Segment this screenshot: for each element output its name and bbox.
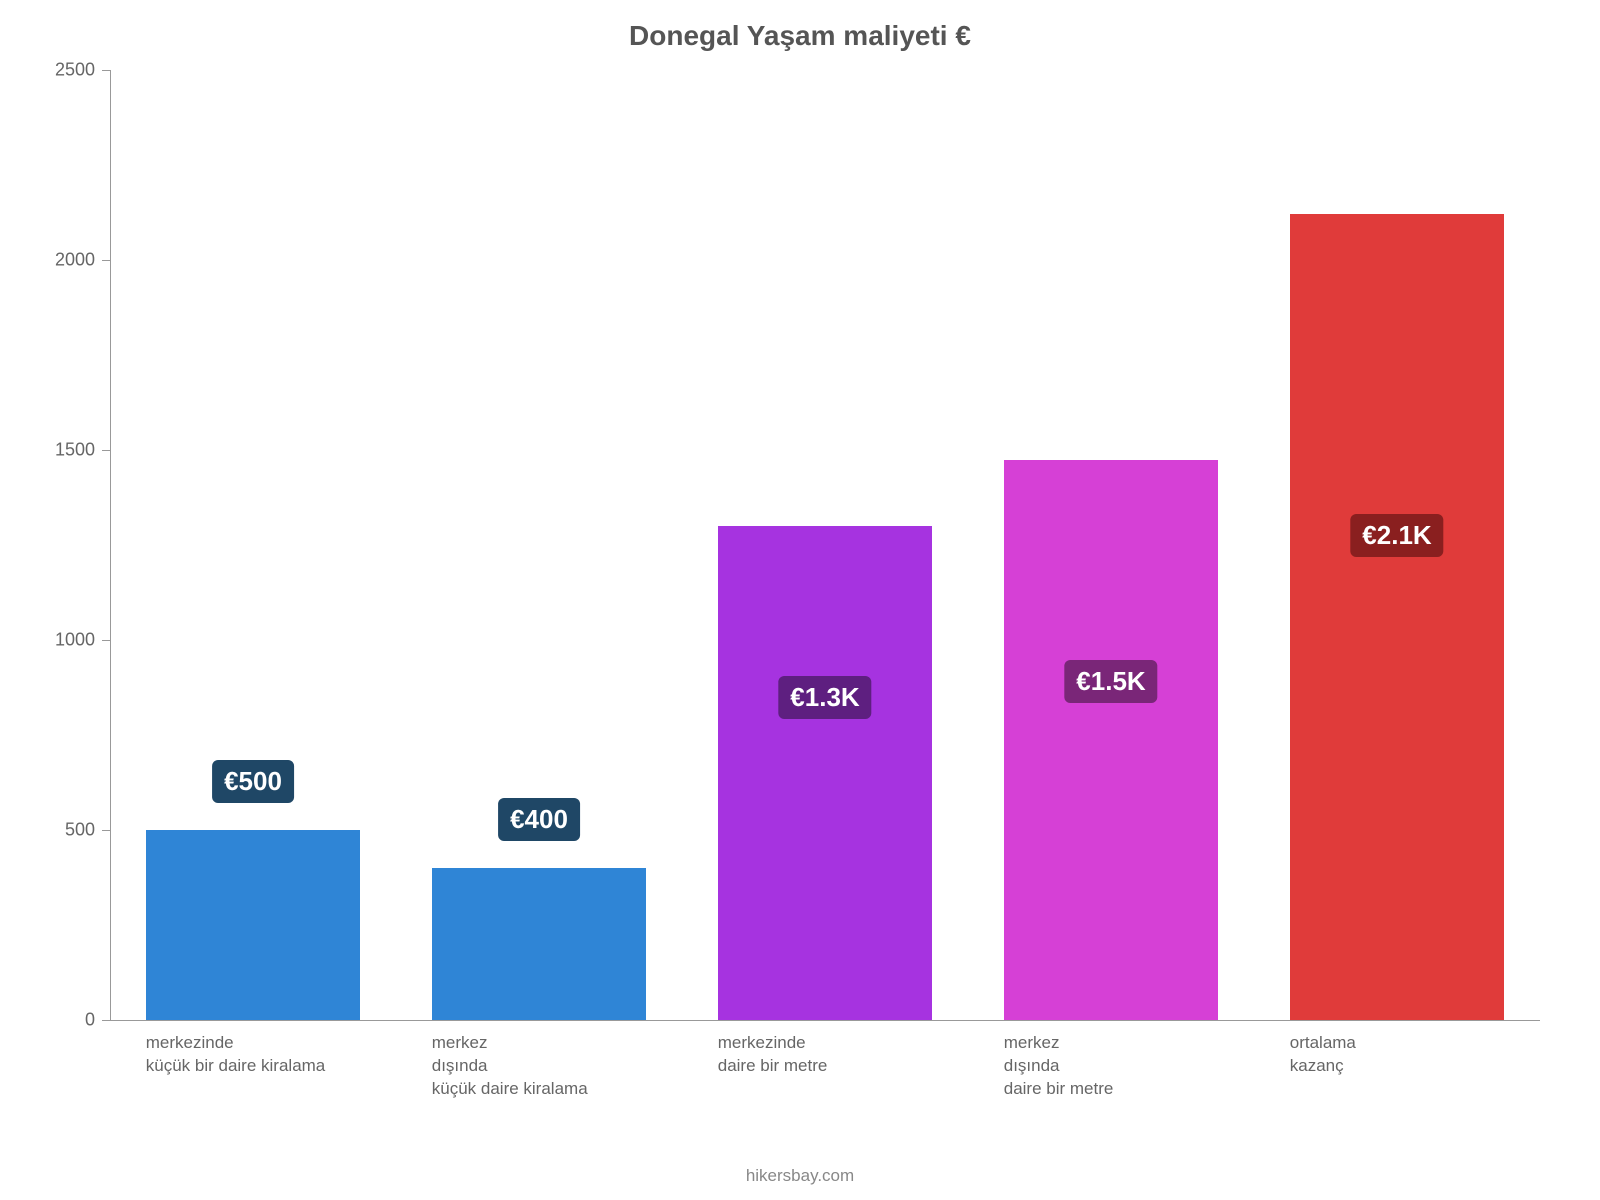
bar bbox=[432, 868, 647, 1020]
bar bbox=[146, 830, 361, 1020]
x-axis-line bbox=[110, 1020, 1540, 1021]
bar-value-badge: €2.1K bbox=[1350, 514, 1443, 557]
x-axis-label: merkezinde daire bir metre bbox=[718, 1032, 828, 1078]
x-axis-label: ortalama kazanç bbox=[1290, 1032, 1356, 1078]
bar-value-badge: €1.5K bbox=[1064, 660, 1157, 703]
chart-title: Donegal Yaşam maliyeti € bbox=[0, 20, 1600, 52]
y-tick-mark bbox=[102, 830, 110, 831]
x-axis-label: merkezinde küçük bir daire kiralama bbox=[146, 1032, 326, 1078]
y-tick-label: 2000 bbox=[35, 250, 95, 271]
bar bbox=[1004, 460, 1219, 1021]
chart-plot-area: 05001000150020002500€500merkezinde küçük… bbox=[110, 70, 1540, 1020]
y-tick-mark bbox=[102, 1020, 110, 1021]
bar-value-badge: €1.3K bbox=[778, 676, 871, 719]
y-tick-mark bbox=[102, 260, 110, 261]
y-tick-mark bbox=[102, 640, 110, 641]
y-axis-line bbox=[110, 70, 111, 1020]
x-axis-label: merkez dışında küçük daire kiralama bbox=[432, 1032, 588, 1101]
y-tick-label: 500 bbox=[35, 820, 95, 841]
x-axis-label: merkez dışında daire bir metre bbox=[1004, 1032, 1114, 1101]
chart-stage: Donegal Yaşam maliyeti € 050010001500200… bbox=[0, 0, 1600, 1200]
bar bbox=[1290, 214, 1505, 1020]
bar-value-badge: €500 bbox=[212, 760, 294, 803]
y-tick-label: 2500 bbox=[35, 60, 95, 81]
bar-value-badge: €400 bbox=[498, 798, 580, 841]
y-tick-label: 0 bbox=[35, 1010, 95, 1031]
y-tick-label: 1000 bbox=[35, 630, 95, 651]
chart-attribution: hikersbay.com bbox=[0, 1166, 1600, 1186]
y-tick-mark bbox=[102, 70, 110, 71]
bar bbox=[718, 526, 933, 1020]
y-tick-label: 1500 bbox=[35, 440, 95, 461]
y-tick-mark bbox=[102, 450, 110, 451]
